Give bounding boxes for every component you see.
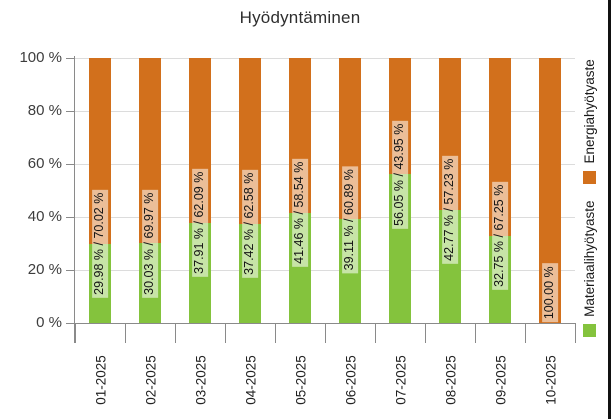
bar-value-label: 37.91 % / 62.09 % (192, 168, 208, 277)
y-tick-mark (66, 110, 74, 112)
x-tick-label: 05-2025 (293, 355, 309, 405)
y-tick-mark (66, 163, 74, 165)
legend-swatch-energy-icon (582, 170, 596, 184)
y-tick-label: 0 % (36, 314, 62, 331)
bar-value-label: 32.75 % / 67.25 % (492, 182, 508, 291)
x-tick-mark (574, 323, 576, 343)
y-tick-mark (66, 269, 74, 271)
y-tick-label: 40 % (27, 208, 62, 225)
legend-label-materiaalihyotyaste: Materiaalihyötyaste (581, 200, 597, 317)
legend-swatch-material-icon (582, 323, 596, 337)
y-tick-label: 20 % (27, 261, 62, 278)
legend: Materiaalihyötyaste Energiahyötyaste (579, 0, 599, 398)
y-tick-label: 80 % (27, 102, 62, 119)
y-axis-line (74, 56, 75, 343)
x-tick-label: 02-2025 (143, 355, 159, 405)
bar-10-2025 (539, 58, 561, 323)
bar-segment-energy (539, 58, 561, 323)
gridline (75, 110, 575, 112)
x-tick-label: 10-2025 (543, 355, 559, 405)
x-tick-mark (324, 323, 326, 343)
y-tick-label: 60 % (27, 155, 62, 172)
y-tick-label: 100 % (19, 49, 62, 66)
plot-area: 29.98 % / 70.02 % 30.03 % / 69.97 % 37.91 … (75, 57, 575, 323)
bar-value-label: 100.00 % (542, 263, 558, 322)
chart-title: Hyödyntäminen (239, 8, 361, 27)
bar-value-label: 41.46 % / 58.54 % (292, 159, 308, 268)
x-tick-mark (424, 323, 426, 343)
bar-value-label: 30.03 % / 69.97 % (142, 189, 158, 298)
x-tick-mark (124, 323, 126, 343)
x-tick-label: 01-2025 (93, 355, 109, 405)
x-tick-label: 07-2025 (393, 355, 409, 405)
y-tick-mark (66, 322, 74, 324)
x-tick-mark (224, 323, 226, 343)
bar-value-label: 42.77 % / 57.23 % (442, 155, 458, 264)
x-tick-label: 09-2025 (493, 355, 509, 405)
gridline (75, 163, 575, 165)
x-tick-mark (74, 323, 76, 343)
y-tick-mark (66, 216, 74, 218)
x-tick-mark (474, 323, 476, 343)
x-tick-mark (524, 323, 526, 343)
bar-value-label: 29.98 % / 70.02 % (92, 189, 108, 298)
x-tick-label: 08-2025 (443, 355, 459, 405)
gridline (75, 57, 575, 59)
x-tick-mark (274, 323, 276, 343)
x-tick-label: 06-2025 (343, 355, 359, 405)
gridline (75, 269, 575, 271)
x-tick-label: 04-2025 (243, 355, 259, 405)
legend-label-energiahyotyaste: Energiahyötyaste (581, 59, 597, 164)
x-tick-mark (174, 323, 176, 343)
bar-value-label: 37.42 % / 62.58 % (242, 169, 258, 278)
gridline (75, 216, 575, 218)
x-tick-mark (374, 323, 376, 343)
bar-value-label: 56.05 % / 43.95 % (392, 120, 408, 229)
bar-value-label: 39.11 % / 60.89 % (342, 165, 358, 273)
x-tick-label: 03-2025 (193, 355, 209, 405)
y-tick-mark (66, 57, 74, 59)
